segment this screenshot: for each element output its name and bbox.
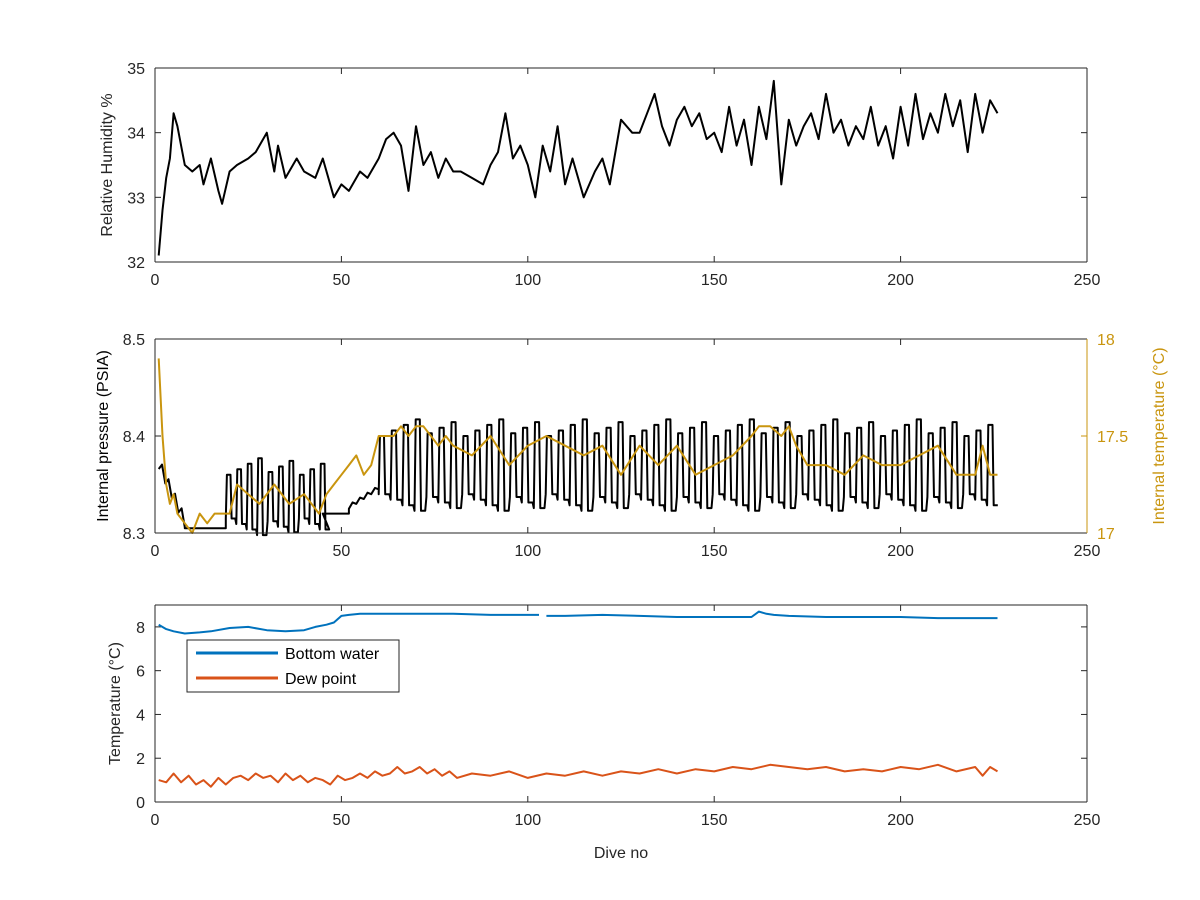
x-tick-label: 50 (333, 543, 351, 560)
y-right-tick-label: 17 (1097, 526, 1115, 543)
y-tick-label: 35 (127, 61, 145, 78)
y-right-tick-label: 17.5 (1097, 429, 1128, 446)
x-axis-label: Dive no (594, 845, 648, 862)
y-tick-label: 0 (136, 795, 145, 812)
y-tick-label: 34 (127, 126, 145, 143)
x-tick-label: 50 (333, 812, 351, 829)
temperature-panel: 0 50 100 150 200 250 0 2 4 6 8 Bottom water Dew poin… (107, 604, 1101, 862)
humidity-panel: 0 50 100 150 200 250 32 33 34 35 Relative Humidity… (99, 61, 1100, 289)
plot-area (155, 68, 1087, 262)
series-line-1 (158, 763, 999, 788)
x-tick-label: 100 (514, 272, 541, 289)
legend: Bottom water Dew point (186, 639, 400, 693)
x-tick-label: 150 (701, 812, 728, 829)
pressure-temperature-panel: 0 50 100 150 200 250 8.3 8.4 8.5 17 17.5 18 Internal… (95, 332, 1168, 560)
legend-box (186, 639, 400, 693)
x-tick-label: 200 (887, 812, 914, 829)
temperature-line (157, 358, 998, 534)
y-right-tick-label: 18 (1097, 332, 1115, 349)
pressure-line (157, 418, 998, 537)
y-axis-label: Internal pressure (PSIA) (95, 350, 112, 522)
x-tick-label: 150 (701, 543, 728, 560)
y-tick-label: 4 (136, 707, 145, 724)
x-tick-label: 250 (1074, 543, 1101, 560)
legend-label: Dew point (285, 671, 357, 688)
y-tick-label: 32 (127, 255, 145, 272)
plot-area (155, 605, 1087, 802)
x-tick-label: 200 (887, 543, 914, 560)
series-line-0 (158, 610, 998, 635)
y-tick-label: 8.3 (123, 526, 145, 543)
x-tick-label: 50 (333, 272, 351, 289)
y-axis-label: Relative Humidity % (99, 93, 116, 236)
x-tick-label: 250 (1074, 272, 1101, 289)
x-tick-label: 0 (151, 543, 160, 560)
y-axis-label: Temperature (°C) (107, 642, 124, 765)
y-tick-label: 8.4 (123, 429, 145, 446)
y-tick-label: 2 (136, 751, 145, 768)
x-tick-label: 0 (151, 812, 160, 829)
x-tick-label: 100 (514, 812, 541, 829)
x-tick-label: 0 (151, 272, 160, 289)
y-tick-label: 8 (136, 620, 145, 637)
x-tick-label: 100 (514, 543, 541, 560)
y-tick-label: 8.5 (123, 332, 145, 349)
humidity-line (157, 79, 999, 256)
legend-label: Bottom water (285, 646, 380, 663)
y-axis-right-label: Internal temperature (°C) (1151, 347, 1168, 524)
x-tick-label: 200 (887, 272, 914, 289)
x-tick-label: 150 (701, 272, 728, 289)
x-tick-label: 250 (1074, 812, 1101, 829)
y-tick-label: 33 (127, 190, 145, 207)
y-tick-label: 6 (136, 664, 145, 681)
